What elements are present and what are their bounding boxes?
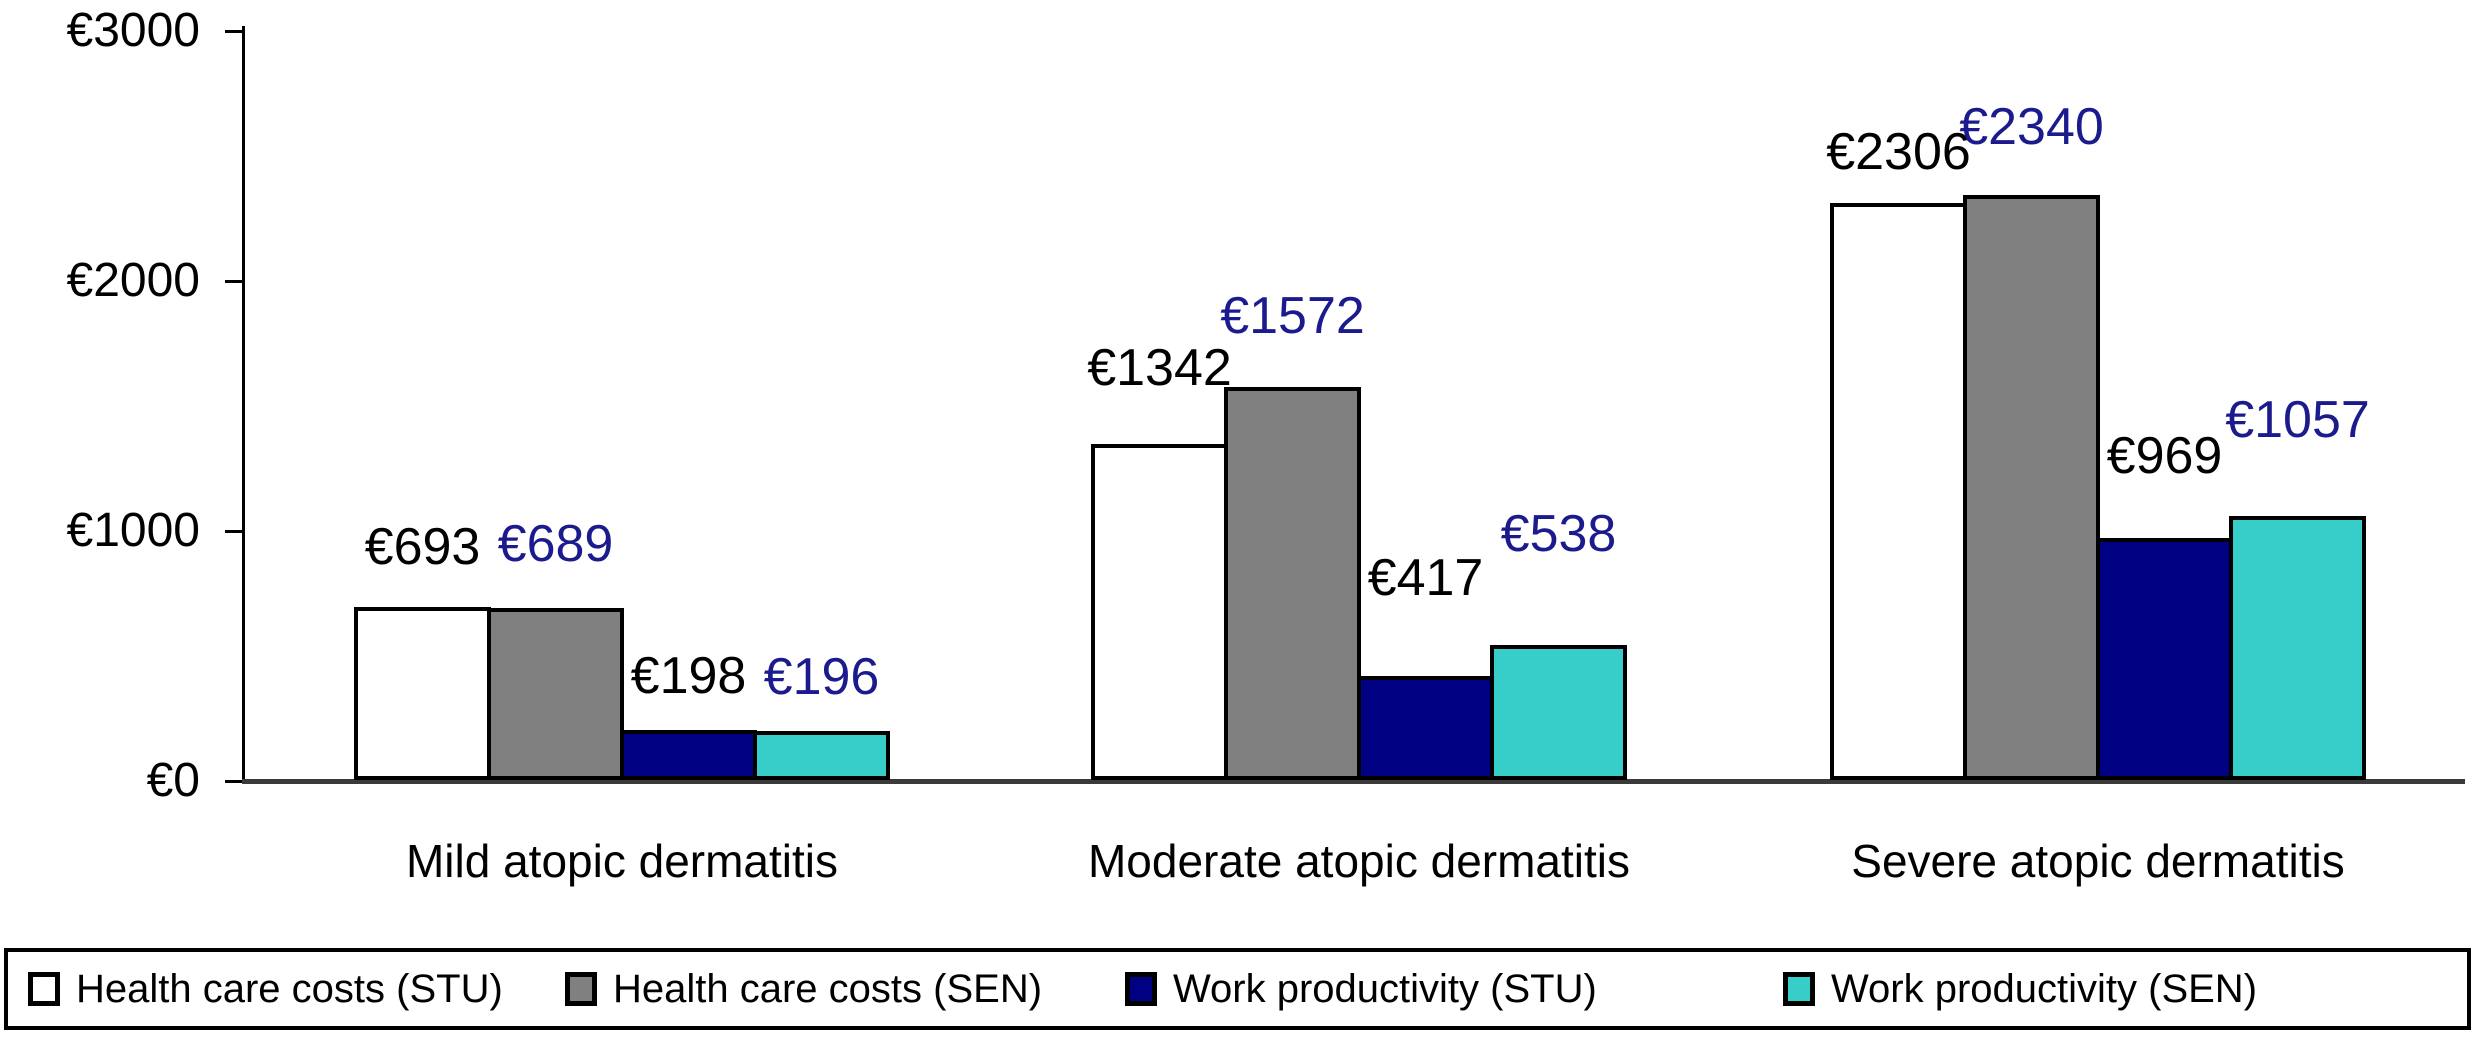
category-label: Severe atopic dermatitis xyxy=(1851,835,2345,887)
value-label: €538 xyxy=(1500,505,1617,563)
legend-swatch-health-care-costs-stu xyxy=(28,972,60,1006)
bar-work-productivity-sen-moderate-atopic-dermatitis xyxy=(1490,645,1627,780)
bar-work-productivity-stu-mild-atopic-dermatitis xyxy=(620,730,757,780)
legend-item-work-productivity-stu: Work productivity (STU) xyxy=(1125,952,1597,1026)
category-label: Mild atopic dermatitis xyxy=(405,835,839,887)
category-label: Moderate atopic dermatitis xyxy=(1087,835,1631,887)
y-axis-tick xyxy=(225,280,243,283)
y-axis-label: €3000 xyxy=(66,4,200,57)
legend-label: Health care costs (SEN) xyxy=(613,967,1043,1011)
value-label: €689 xyxy=(497,515,614,573)
y-axis-tick xyxy=(225,780,243,783)
bar-health-care-costs-sen-severe-atopic-dermatitis xyxy=(1963,195,2100,780)
y-axis-line xyxy=(242,26,245,784)
y-axis-label: €2000 xyxy=(66,254,200,307)
legend-swatch-work-productivity-sen xyxy=(1783,972,1815,1006)
bar-work-productivity-stu-moderate-atopic-dermatitis xyxy=(1357,676,1494,780)
legend-item-health-care-costs-stu: Health care costs (STU) xyxy=(28,952,503,1026)
value-label: €2340 xyxy=(1959,98,2104,156)
legend-label: Work productivity (STU) xyxy=(1173,967,1597,1011)
value-label: €1572 xyxy=(1220,287,1365,345)
value-label: €2306 xyxy=(1826,123,1971,181)
bar-work-productivity-stu-severe-atopic-dermatitis xyxy=(2096,538,2233,780)
bar-health-care-costs-stu-moderate-atopic-dermatitis xyxy=(1091,444,1228,780)
x-axis-line xyxy=(242,779,2465,784)
legend-swatch-health-care-costs-sen xyxy=(565,972,597,1006)
legend: Health care costs (STU) Health care costs… xyxy=(4,948,2471,1030)
bar-health-care-costs-sen-mild-atopic-dermatitis xyxy=(487,608,624,780)
legend-label: Work productivity (SEN) xyxy=(1831,967,2258,1011)
bar-health-care-costs-sen-moderate-atopic-dermatitis xyxy=(1224,387,1361,780)
y-axis-label: €1000 xyxy=(66,504,200,557)
bar-work-productivity-sen-severe-atopic-dermatitis xyxy=(2229,516,2366,780)
legend-swatch-work-productivity-stu xyxy=(1125,972,1157,1006)
y-axis-tick xyxy=(225,530,243,533)
bar-work-productivity-sen-mild-atopic-dermatitis xyxy=(753,731,890,780)
bar-health-care-costs-stu-mild-atopic-dermatitis xyxy=(354,607,491,780)
value-label: €196 xyxy=(763,648,880,706)
bar-health-care-costs-stu-severe-atopic-dermatitis xyxy=(1830,203,1967,780)
legend-item-health-care-costs-sen: Health care costs (SEN) xyxy=(565,952,1042,1026)
y-axis-tick xyxy=(225,30,243,33)
legend-label: Health care costs (STU) xyxy=(76,967,503,1011)
value-label: €1057 xyxy=(2225,391,2370,449)
value-label: €693 xyxy=(364,518,481,576)
legend-item-work-productivity-sen: Work productivity (SEN) xyxy=(1783,952,2257,1026)
y-axis-label: €0 xyxy=(146,754,200,807)
